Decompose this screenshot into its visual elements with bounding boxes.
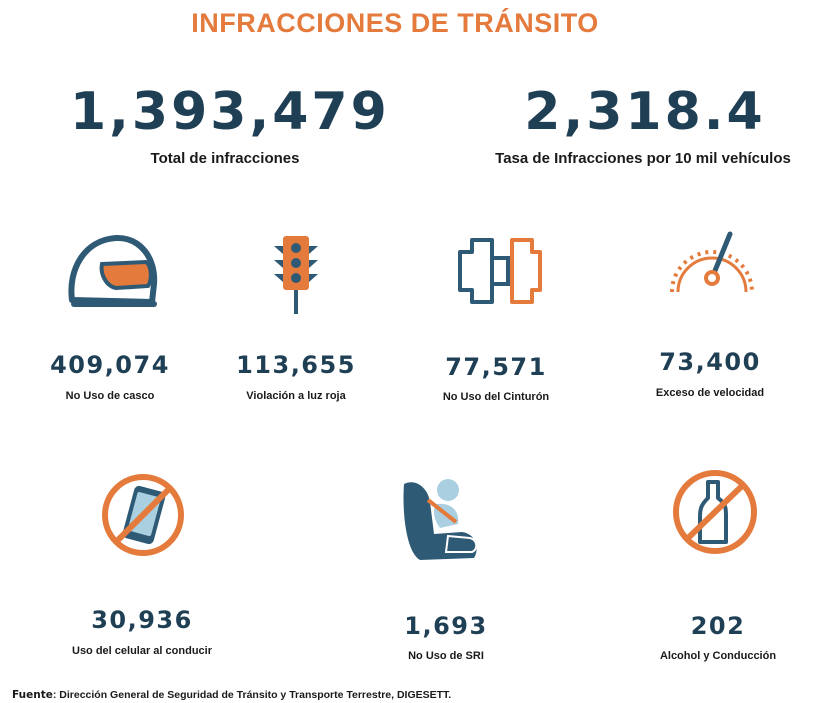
- sri-label: No Uso de SRI: [408, 650, 484, 662]
- velocidad-label: Exceso de velocidad: [655, 387, 765, 399]
- no-phone-icon: [102, 474, 184, 556]
- sri-value: 1,693: [404, 612, 488, 640]
- helmet-icon: [68, 234, 158, 307]
- cinturon-value: 77,571: [445, 353, 547, 381]
- luz-roja-label: Violación a luz roja: [246, 390, 346, 402]
- total-infracciones-value: 1,393,479: [70, 82, 390, 142]
- luz-roja-value: 113,655: [236, 351, 356, 379]
- celular-label: Uso del celular al conducir: [72, 645, 212, 657]
- celular-value: 30,936: [91, 606, 193, 634]
- child-seat-icon: [403, 479, 478, 560]
- page-title: INFRACCIONES DE TRÁNSITO: [191, 8, 599, 38]
- source-label: Fuente: [12, 689, 53, 701]
- velocidad-value: 73,400: [659, 348, 761, 376]
- tasa-infracciones-value: 2,318.4: [524, 82, 766, 142]
- no-alcohol-icon: [673, 470, 757, 554]
- total-infracciones-label: Total de infracciones: [150, 150, 300, 167]
- casco-value: 409,074: [50, 351, 170, 379]
- alcohol-value: 202: [690, 612, 746, 640]
- cinturon-label: No Uso del Cinturón: [442, 391, 550, 403]
- casco-label: No Uso de casco: [65, 390, 155, 402]
- tasa-infracciones-label: Tasa de Infracciones por 10 mil vehículo…: [495, 150, 791, 167]
- alcohol-label: Alcohol y Conducción: [659, 650, 777, 662]
- speedometer-icon: [670, 231, 754, 293]
- traffic-light-icon: [274, 236, 318, 314]
- source-text: : Dirección General de Seguridad de Trán…: [52, 689, 452, 701]
- source-note: Fuente: Dirección General de Seguridad d…: [12, 689, 451, 701]
- seatbelt-buckle-icon: [458, 238, 542, 304]
